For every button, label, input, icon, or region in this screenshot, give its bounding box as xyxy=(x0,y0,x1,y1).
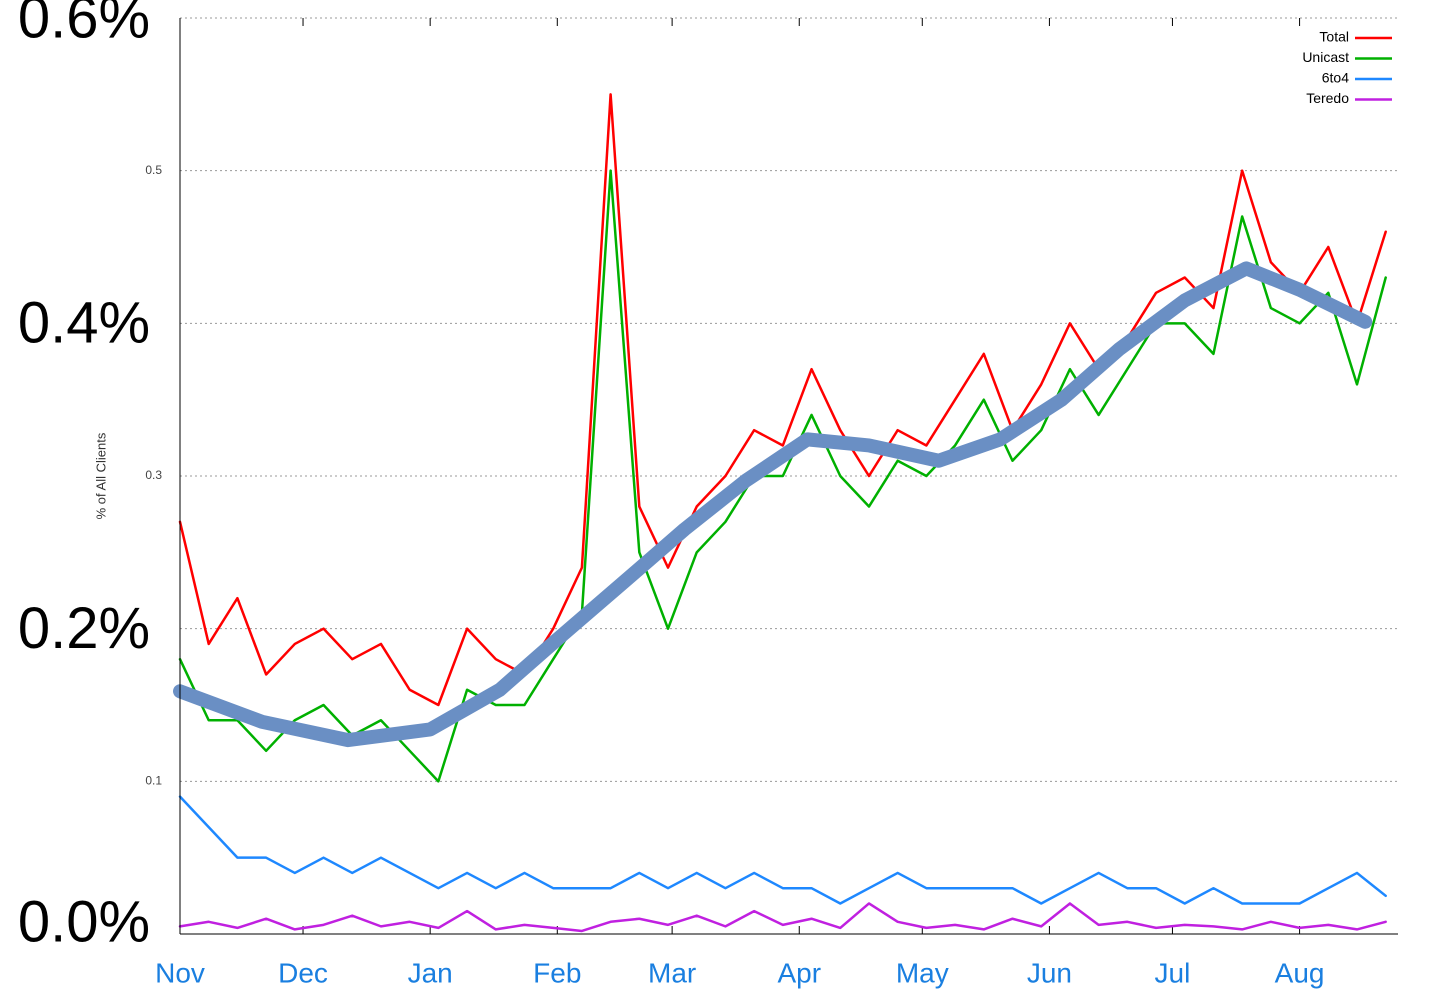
y-tick-label-large: 0.6% xyxy=(18,0,150,50)
y-tick-label: 0.5 xyxy=(145,163,162,177)
legend-label: Unicast xyxy=(1302,49,1349,65)
x-tick-label: Apr xyxy=(777,957,821,988)
y-tick-label-large: 0.2% xyxy=(18,596,150,661)
x-tick-label: Nov xyxy=(155,957,205,988)
x-tick-label: Feb xyxy=(533,957,581,988)
legend-label: Teredo xyxy=(1306,90,1349,106)
series-line xyxy=(178,93,1387,707)
y-tick-label-large: 0.4% xyxy=(18,291,150,356)
series-line xyxy=(178,902,1387,933)
y-tick-label: 0.1 xyxy=(145,774,162,788)
y-axis-label: % of All Clients xyxy=(93,432,108,519)
series-line xyxy=(178,169,1387,783)
x-tick-label: Jun xyxy=(1027,957,1072,988)
x-tick-label: Dec xyxy=(278,957,328,988)
x-tick-label: Mar xyxy=(648,957,696,988)
series-line xyxy=(178,795,1387,905)
x-tick-label: Jul xyxy=(1155,957,1191,988)
y-tick-label-large: 0.0% xyxy=(18,889,150,954)
legend-label: Total xyxy=(1319,29,1349,45)
x-tick-label: Aug xyxy=(1275,957,1325,988)
x-tick-label: Jan xyxy=(408,957,453,988)
y-tick-label: 0.3 xyxy=(145,468,162,482)
trend-line xyxy=(173,261,1373,748)
legend-label: 6to4 xyxy=(1322,70,1349,86)
x-tick-label: May xyxy=(896,957,949,988)
